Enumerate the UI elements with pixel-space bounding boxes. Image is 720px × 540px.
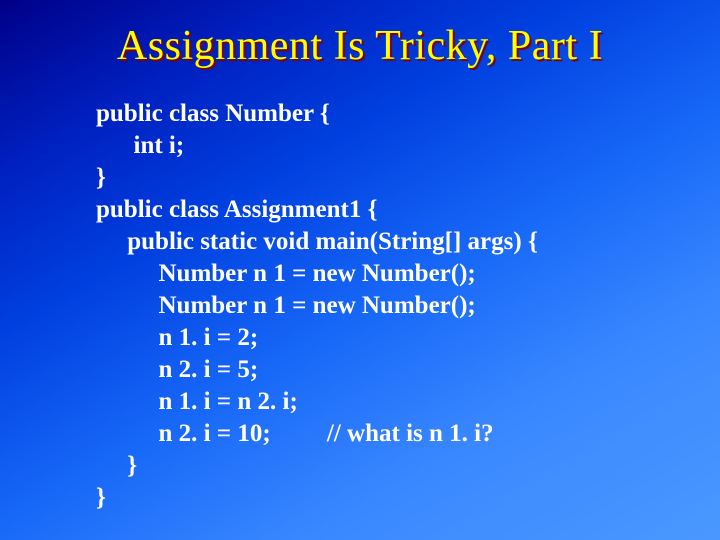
code-block: public class Number { int i; } public cl… <box>96 98 538 514</box>
title-front: Assignment Is Tricky, Part I <box>0 22 720 70</box>
slide: Assignment Is Tricky, Part I Assignment … <box>0 0 720 540</box>
slide-title: Assignment Is Tricky, Part I Assignment … <box>0 22 720 70</box>
